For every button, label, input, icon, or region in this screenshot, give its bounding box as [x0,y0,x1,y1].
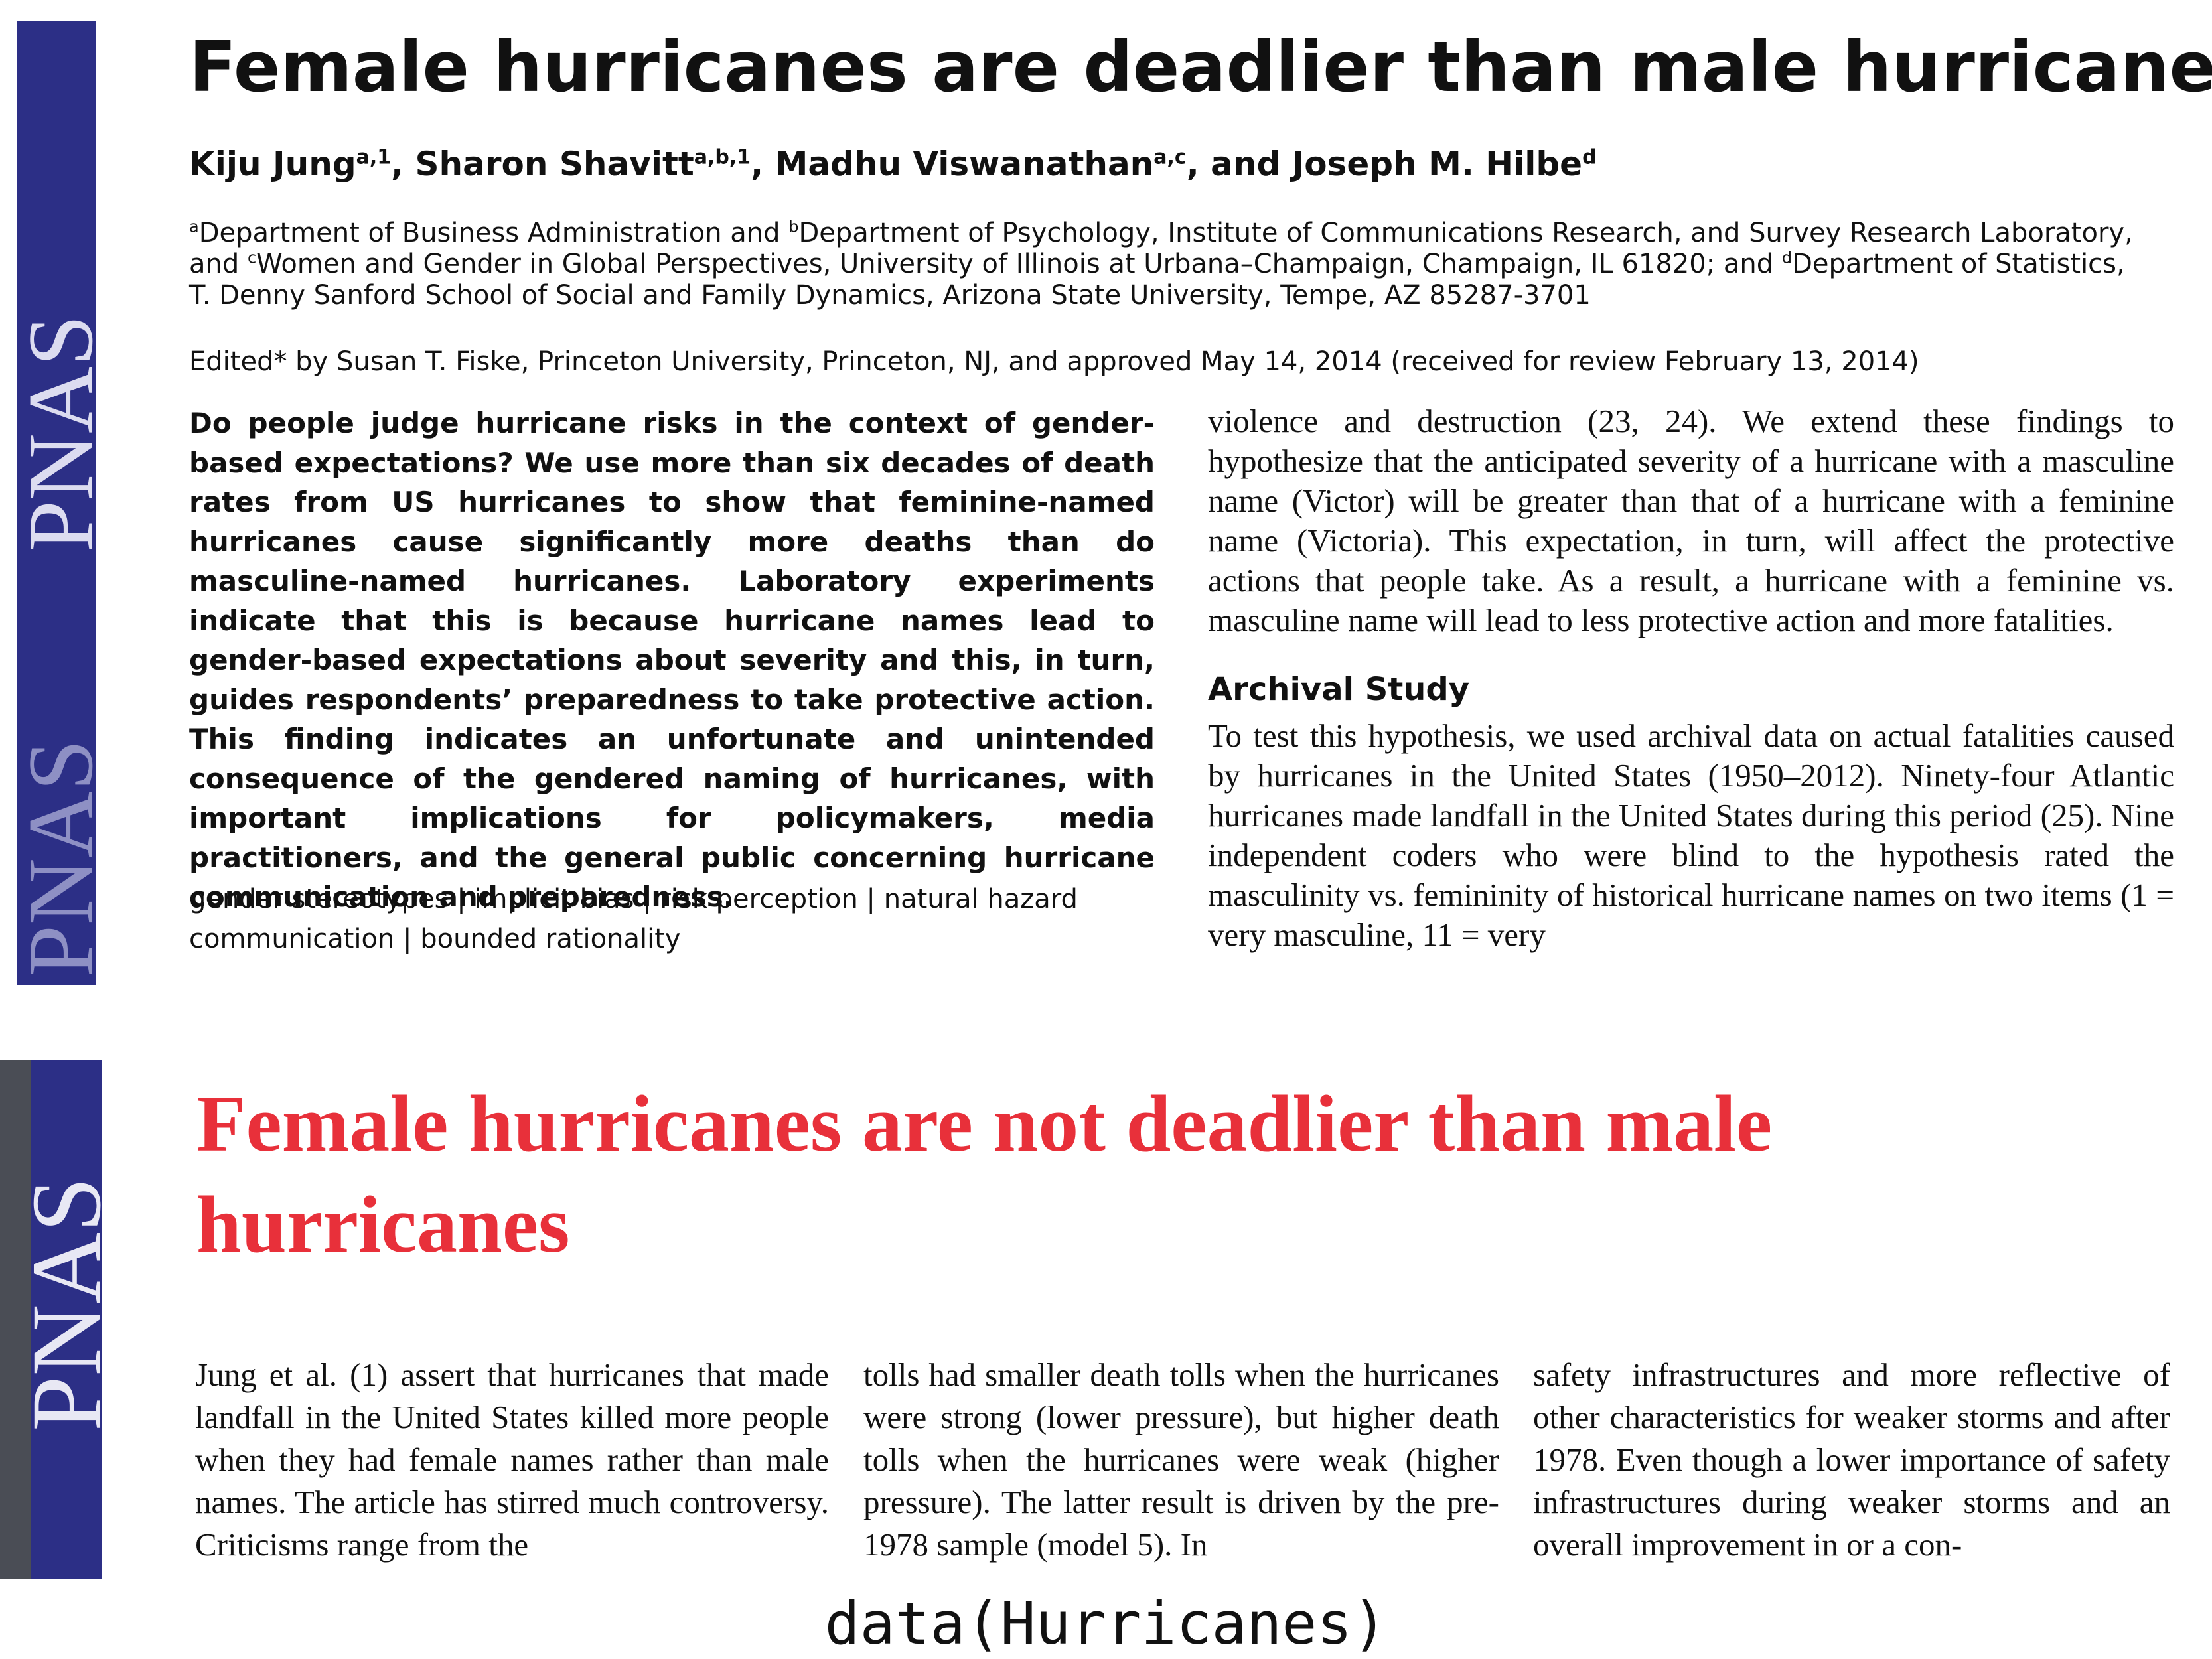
author-affiliation-mark: a,1 [356,145,392,169]
affiliation-mark: d [1781,248,1793,267]
author-name: Kiju Jung [189,145,356,183]
keywords: gender stereotypes | implicit bias | ris… [189,884,1078,954]
sidebar-logo: PNAS [11,1177,102,1432]
title: Female hurricanes are deadlier than male… [189,27,2212,108]
affiliations: aDepartment of Business Administration a… [189,218,2154,311]
sidebar: PNAS [0,1060,102,1579]
author-affiliation-mark: a,b,1 [694,145,751,169]
affiliation-mark: b [788,217,799,236]
affiliation-text: Department of Business Administration an… [198,218,789,248]
sidebar-logo: PNAS PNAS [17,315,96,977]
sidebar-edge [0,1060,31,1579]
column: safety infrastructures and more reflecti… [1533,1356,2170,1563]
affiliation-text: Women and Gender in Global Perspectives,… [256,249,1782,279]
sidebar: PNAS PNAS [17,21,96,985]
column: tolls had smaller death tolls when the h… [863,1356,1499,1563]
intro-text: violence and destruction (23, 24). We ex… [1208,403,2174,638]
affiliation-mark: c [247,248,257,267]
author-name: , Sharon Shavitt [391,145,694,183]
author-affiliation-mark: a,c [1153,145,1187,169]
section-heading: Archival Study [1208,671,1470,708]
right-column: violence and destruction (23, 24). We ex… [1208,401,2174,985]
column: Jung et al. (1) assert that hurricanes t… [195,1356,829,1563]
abstract: Do people judge hurricane risks in the c… [189,407,1155,913]
title: Female hurricanes are not deadlier than … [196,1079,1773,1269]
author-name: , and Joseph M. Hilbe [1186,145,1583,183]
author-affiliation-mark: d [1582,145,1597,169]
logo-text: PNAS [17,739,96,977]
authors: Kiju Junga,1, Sharon Shavitta,b,1, Madhu… [189,145,1597,183]
logo-text: PNAS [17,315,96,552]
logo-text: PNAS [11,1177,102,1432]
edited-line: Edited* by Susan T. Fiske, Princeton Uni… [189,346,1919,377]
affiliation-text: Department of Statistics, T. Denny Sanfo… [189,249,2125,311]
author-name: , Madhu Viswanathan [751,145,1154,183]
section-text: To test this hypothesis, we used archiva… [1208,717,2174,953]
caption: data(Hurricanes) [824,1589,1388,1658]
affiliation-text: Department of Psychology, Institute of C… [189,218,2133,279]
body-columns: Jung et al. (1) assert that hurricanes t… [195,1354,2173,1579]
affiliation-mark: a [189,217,199,236]
